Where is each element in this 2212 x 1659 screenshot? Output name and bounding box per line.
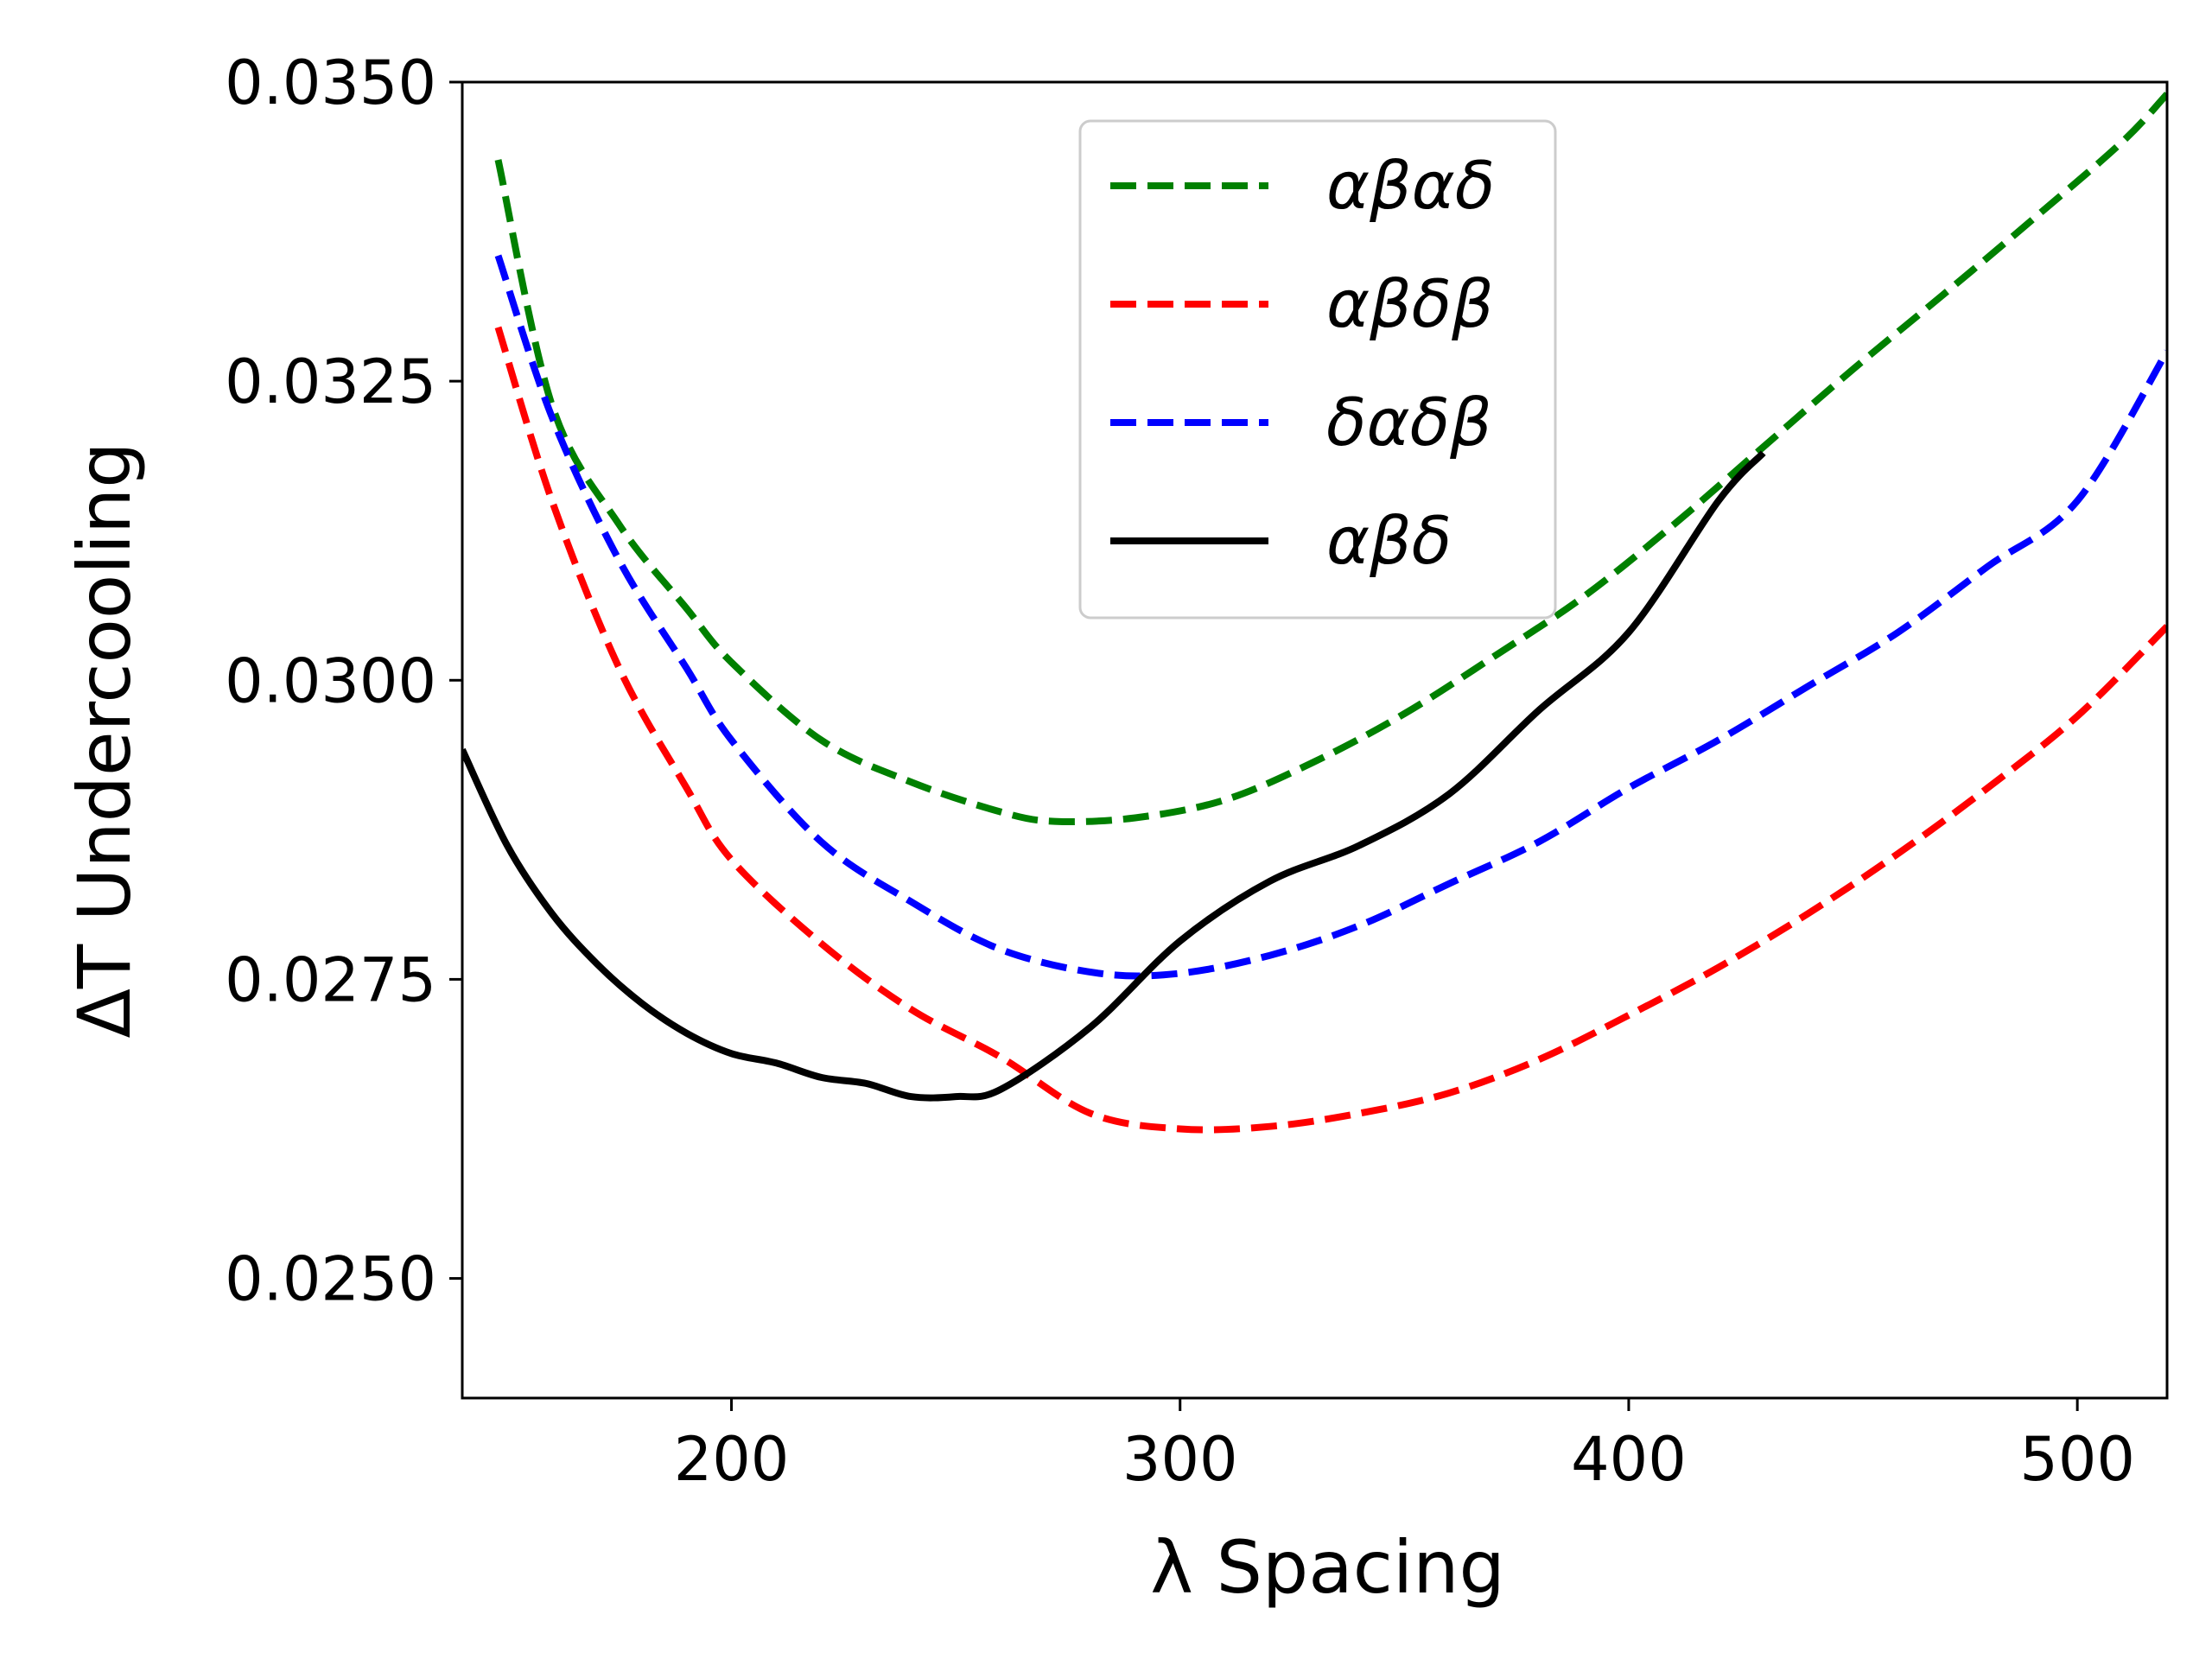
y-axis-title: ΔT Undercooling — [62, 442, 147, 1038]
axes-layer: 200 300 400 500 0.0250 0.0275 0.0300 0.0325 0.03… — [62, 48, 2169, 1610]
x-tick-label: 300 — [1122, 1424, 1238, 1495]
x-tick-label: 200 — [674, 1424, 790, 1495]
y-tick-label: 0.0250 — [225, 1244, 436, 1315]
legend: αβαδ αβδβ δαδβ αβδ — [1078, 119, 1557, 620]
series-line-3 — [494, 254, 2167, 980]
y-tick-label: 0.0350 — [225, 48, 436, 118]
legend-label-4: αβδ — [1326, 502, 1452, 579]
y-tick-label: 0.0325 — [225, 346, 436, 417]
legend-label-3: δαδβ — [1326, 384, 1492, 461]
series-line-1 — [494, 92, 2167, 826]
legend-label-1: αβαδ — [1326, 147, 1495, 224]
y-tick-label: 0.0300 — [225, 645, 436, 716]
series-line-2 — [494, 326, 2167, 1134]
x-tick-label: 400 — [1571, 1424, 1687, 1495]
series-group — [462, 92, 2167, 1134]
series-line-4 — [462, 450, 1766, 1102]
series-layer — [462, 92, 2167, 1134]
x-tick-label: 500 — [2019, 1424, 2135, 1495]
x-axis-title: λ Spacing — [1150, 1525, 1505, 1610]
y-tick-label: 0.0275 — [225, 944, 436, 1015]
legend-box — [1078, 119, 1557, 620]
plot-frame — [461, 80, 2169, 1400]
legend-label-2: αβδβ — [1326, 265, 1494, 342]
